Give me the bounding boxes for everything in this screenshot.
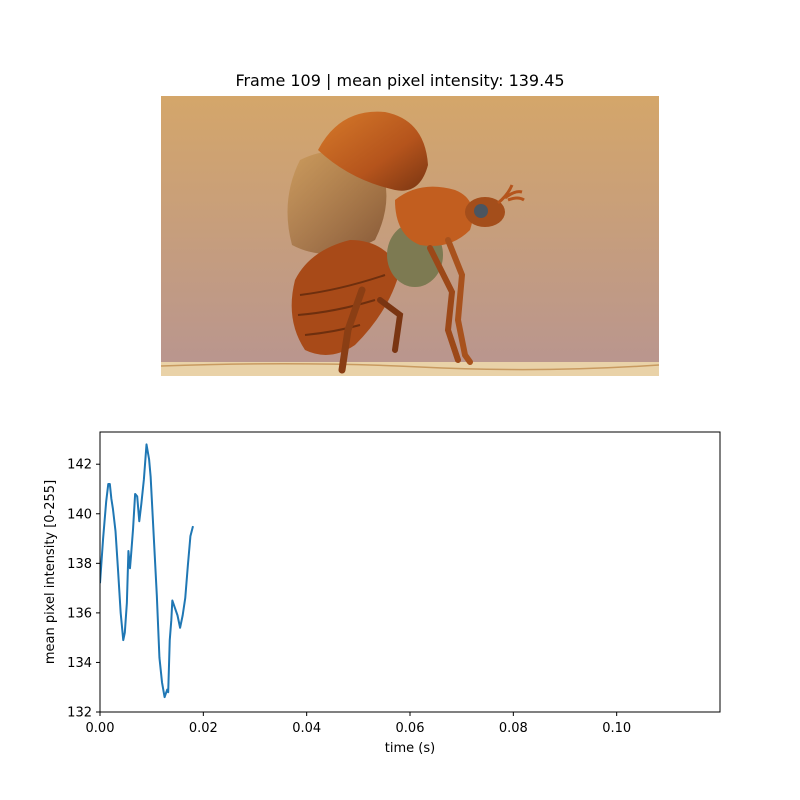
leg-hind-back: [377, 297, 404, 353]
abdomen-stripes: [297, 274, 386, 336]
antenna: [497, 184, 525, 205]
x-axis-ticks: 0.00 0.02 0.04 0.06 0.08 0.10: [86, 712, 631, 736]
beetle-photo: [161, 96, 659, 376]
elytron: [318, 111, 428, 191]
leg-hind: [338, 286, 366, 374]
x-tick-label: 0.10: [602, 721, 631, 736]
y-tick-label: 136: [67, 606, 92, 621]
frame-title: Frame 109 | mean pixel intensity: 139.45: [235, 71, 565, 90]
y-axis-ticks: 132 134 136 138 140 142: [67, 458, 100, 721]
x-tick-label: 0.00: [86, 721, 115, 736]
y-tick-label: 140: [67, 507, 92, 522]
series-layer: [100, 443, 194, 699]
y-axis-label: mean pixel intensity [0-255]: [43, 480, 58, 664]
beetle-eye: [474, 204, 488, 218]
plot-area: [100, 432, 720, 712]
y-tick-label: 142: [67, 458, 92, 473]
x-tick-label: 0.06: [396, 721, 425, 736]
x-tick-label: 0.04: [292, 721, 321, 736]
y-tick-label: 134: [67, 656, 92, 671]
wooden-perch: [161, 362, 659, 376]
intensity-chart: 0.00 0.02 0.04 0.06 0.08 0.10 132 134 136 138 140…: [43, 431, 721, 756]
thorax: [395, 186, 473, 246]
y-tick-label: 132: [67, 706, 92, 721]
leg-front: [445, 237, 473, 365]
perch-grain: [161, 362, 659, 371]
x-tick-label: 0.02: [189, 721, 218, 736]
leg-middle: [427, 245, 461, 363]
x-tick-label: 0.08: [499, 721, 528, 736]
x-axis-label: time (s): [385, 741, 435, 756]
y-tick-label: 138: [67, 557, 92, 572]
series-line-0: [100, 443, 194, 699]
abdomen: [291, 240, 400, 355]
